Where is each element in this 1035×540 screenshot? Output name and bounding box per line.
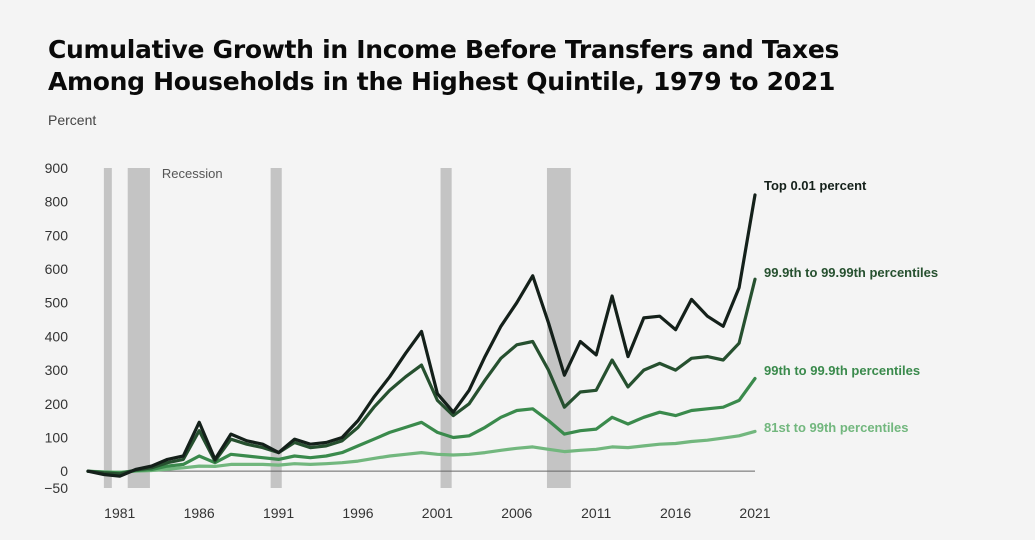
series-lines (86, 193, 757, 478)
x-tick-label: 1986 (184, 505, 215, 521)
recession-label: Recession (162, 166, 223, 181)
x-tick-label: 2011 (581, 505, 611, 521)
series-label-1: 99.9th to 99.99th percentiles (764, 265, 938, 280)
y-tick-label: 200 (45, 396, 69, 412)
x-tick-label: 1996 (342, 505, 373, 521)
y-tick-label: −50 (44, 480, 68, 496)
recession-bar-2 (270, 168, 282, 488)
recession-bar-0 (103, 168, 112, 488)
x-tick-label: 2001 (422, 505, 453, 521)
series-label-2: 99th to 99.9th percentiles (764, 363, 920, 378)
y-tick-label: 0 (60, 463, 68, 479)
chart-title: Cumulative Growth in Income Before Trans… (48, 34, 839, 98)
y-tick-label: 700 (45, 227, 69, 243)
y-tick-label: 600 (45, 261, 69, 277)
y-axis-label: Percent (48, 112, 97, 128)
x-tick-label: 2006 (501, 505, 532, 521)
y-tick-label: 800 (45, 194, 69, 210)
x-tick-label: 2016 (660, 505, 691, 521)
series-line-0 (86, 193, 757, 478)
y-tick-label: 100 (45, 429, 69, 445)
x-tick-label: 1991 (263, 505, 294, 521)
chart-title-line-2: Among Households in the Highest Quintile… (48, 67, 836, 96)
chart-title-line-1: Cumulative Growth in Income Before Trans… (48, 35, 840, 64)
y-tick-label: 400 (45, 328, 69, 344)
recession-bar-1 (127, 168, 150, 488)
series-line-3 (86, 429, 757, 474)
y-tick-label: 900 (45, 160, 69, 176)
y-tick-label: 500 (45, 295, 69, 311)
series-line-2 (86, 376, 757, 475)
recession-bar-3 (440, 168, 452, 488)
series-label-0: Top 0.01 percent (764, 178, 867, 193)
x-tick-label: 2021 (739, 505, 770, 521)
axes: −500 100 200 300 400 500 600 700 800 900 1981 1986 1… (44, 160, 771, 521)
y-tick-label: 300 (45, 362, 69, 378)
x-tick-label: 1981 (104, 505, 135, 521)
series-label-3: 81st to 99th percentiles (764, 420, 909, 435)
series-line-1 (86, 277, 757, 476)
series-labels: Top 0.01 percent 99.9th to 99.99th percen… (764, 178, 938, 435)
